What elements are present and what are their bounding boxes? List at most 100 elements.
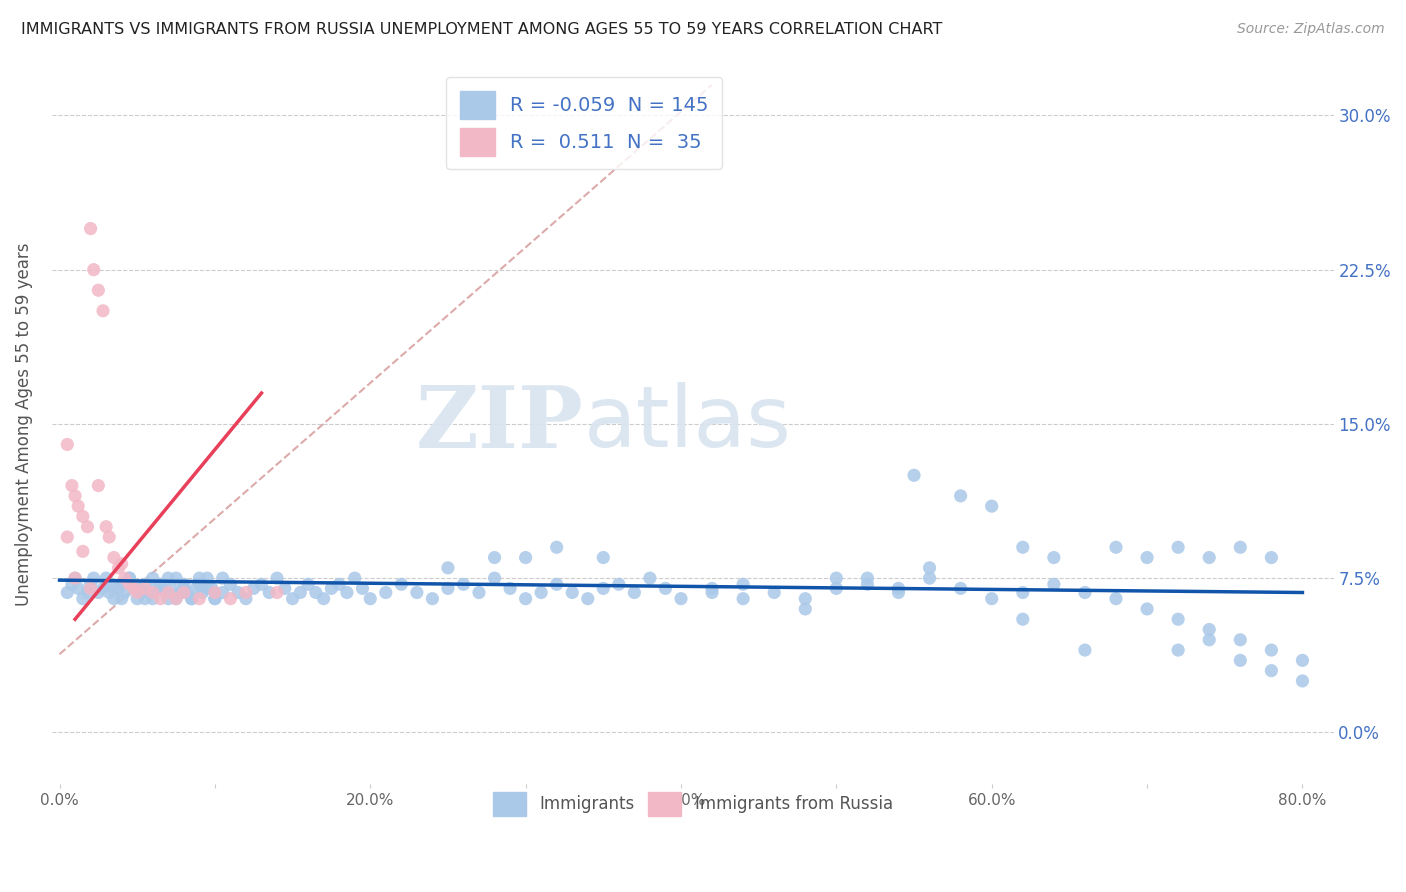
Point: [160, 582, 183, 596]
Point: [94, 519, 117, 533]
Point: [103, 582, 125, 596]
Point: [118, 571, 141, 585]
Point: [87, 283, 110, 297]
Point: [592, 582, 614, 596]
Point: [103, 591, 125, 606]
Point: [856, 571, 879, 585]
Point: [204, 591, 226, 606]
Legend: Immigrants, Immigrants from Russia: Immigrants, Immigrants from Russia: [482, 782, 903, 826]
Point: [56, 437, 79, 451]
Point: [242, 582, 264, 596]
Point: [949, 489, 972, 503]
Point: [669, 591, 692, 606]
Point: [1260, 664, 1282, 678]
Point: [226, 585, 249, 599]
Point: [170, 585, 193, 599]
Y-axis label: Unemployment Among Ages 55 to 59 years: Unemployment Among Ages 55 to 59 years: [15, 242, 32, 606]
Point: [188, 591, 211, 606]
Point: [305, 585, 328, 599]
Point: [903, 468, 925, 483]
Point: [180, 591, 202, 606]
Text: Source: ZipAtlas.com: Source: ZipAtlas.com: [1237, 22, 1385, 37]
Point: [1011, 541, 1033, 555]
Point: [87, 585, 110, 599]
Point: [1043, 550, 1066, 565]
Point: [98, 585, 121, 599]
Point: [1011, 612, 1033, 626]
Point: [733, 591, 755, 606]
Point: [107, 561, 129, 575]
Point: [1229, 653, 1251, 667]
Point: [79, 221, 101, 235]
Point: [191, 585, 214, 599]
Point: [63, 489, 86, 503]
Point: [127, 582, 149, 596]
Point: [1105, 591, 1128, 606]
Point: [60, 478, 83, 492]
Point: [1167, 541, 1189, 555]
Point: [484, 550, 506, 565]
Point: [453, 577, 475, 591]
Point: [576, 591, 599, 606]
Point: [437, 561, 460, 575]
Point: [700, 585, 723, 599]
Point: [546, 577, 568, 591]
Point: [94, 577, 117, 591]
Point: [733, 577, 755, 591]
Point: [186, 582, 208, 596]
Point: [1198, 550, 1220, 565]
Point: [129, 585, 152, 599]
Point: [138, 585, 160, 599]
Point: [180, 591, 202, 606]
Point: [297, 577, 319, 591]
Point: [321, 582, 343, 596]
Point: [561, 585, 583, 599]
Point: [219, 577, 242, 591]
Point: [173, 582, 195, 596]
Point: [235, 591, 257, 606]
Point: [56, 530, 79, 544]
Point: [173, 577, 195, 591]
Point: [63, 571, 86, 585]
Point: [623, 585, 645, 599]
Point: [1198, 632, 1220, 647]
Point: [763, 585, 786, 599]
Point: [56, 585, 79, 599]
Point: [352, 582, 374, 596]
Point: [219, 591, 242, 606]
Point: [111, 557, 134, 571]
Point: [122, 582, 145, 596]
Point: [149, 591, 172, 606]
Point: [76, 519, 98, 533]
Point: [134, 577, 156, 591]
Point: [918, 571, 941, 585]
Point: [700, 582, 723, 596]
Point: [103, 550, 125, 565]
Point: [949, 582, 972, 596]
Point: [1011, 585, 1033, 599]
Point: [157, 585, 180, 599]
Point: [94, 571, 117, 585]
Point: [980, 591, 1002, 606]
Point: [1260, 643, 1282, 657]
Point: [266, 585, 288, 599]
Point: [76, 585, 98, 599]
Point: [188, 577, 211, 591]
Point: [530, 585, 553, 599]
Point: [1167, 643, 1189, 657]
Text: IMMIGRANTS VS IMMIGRANTS FROM RUSSIA UNEMPLOYMENT AMONG AGES 55 TO 59 YEARS CORR: IMMIGRANTS VS IMMIGRANTS FROM RUSSIA UNE…: [21, 22, 942, 37]
Point: [1291, 653, 1313, 667]
Point: [111, 577, 134, 591]
Point: [1229, 541, 1251, 555]
Text: ZIP: ZIP: [416, 382, 583, 466]
Point: [60, 577, 83, 591]
Point: [145, 582, 167, 596]
Point: [825, 571, 848, 585]
Point: [118, 577, 141, 591]
Point: [91, 582, 114, 596]
Point: [794, 591, 817, 606]
Point: [195, 582, 218, 596]
Point: [204, 591, 226, 606]
Point: [918, 561, 941, 575]
Point: [887, 585, 910, 599]
